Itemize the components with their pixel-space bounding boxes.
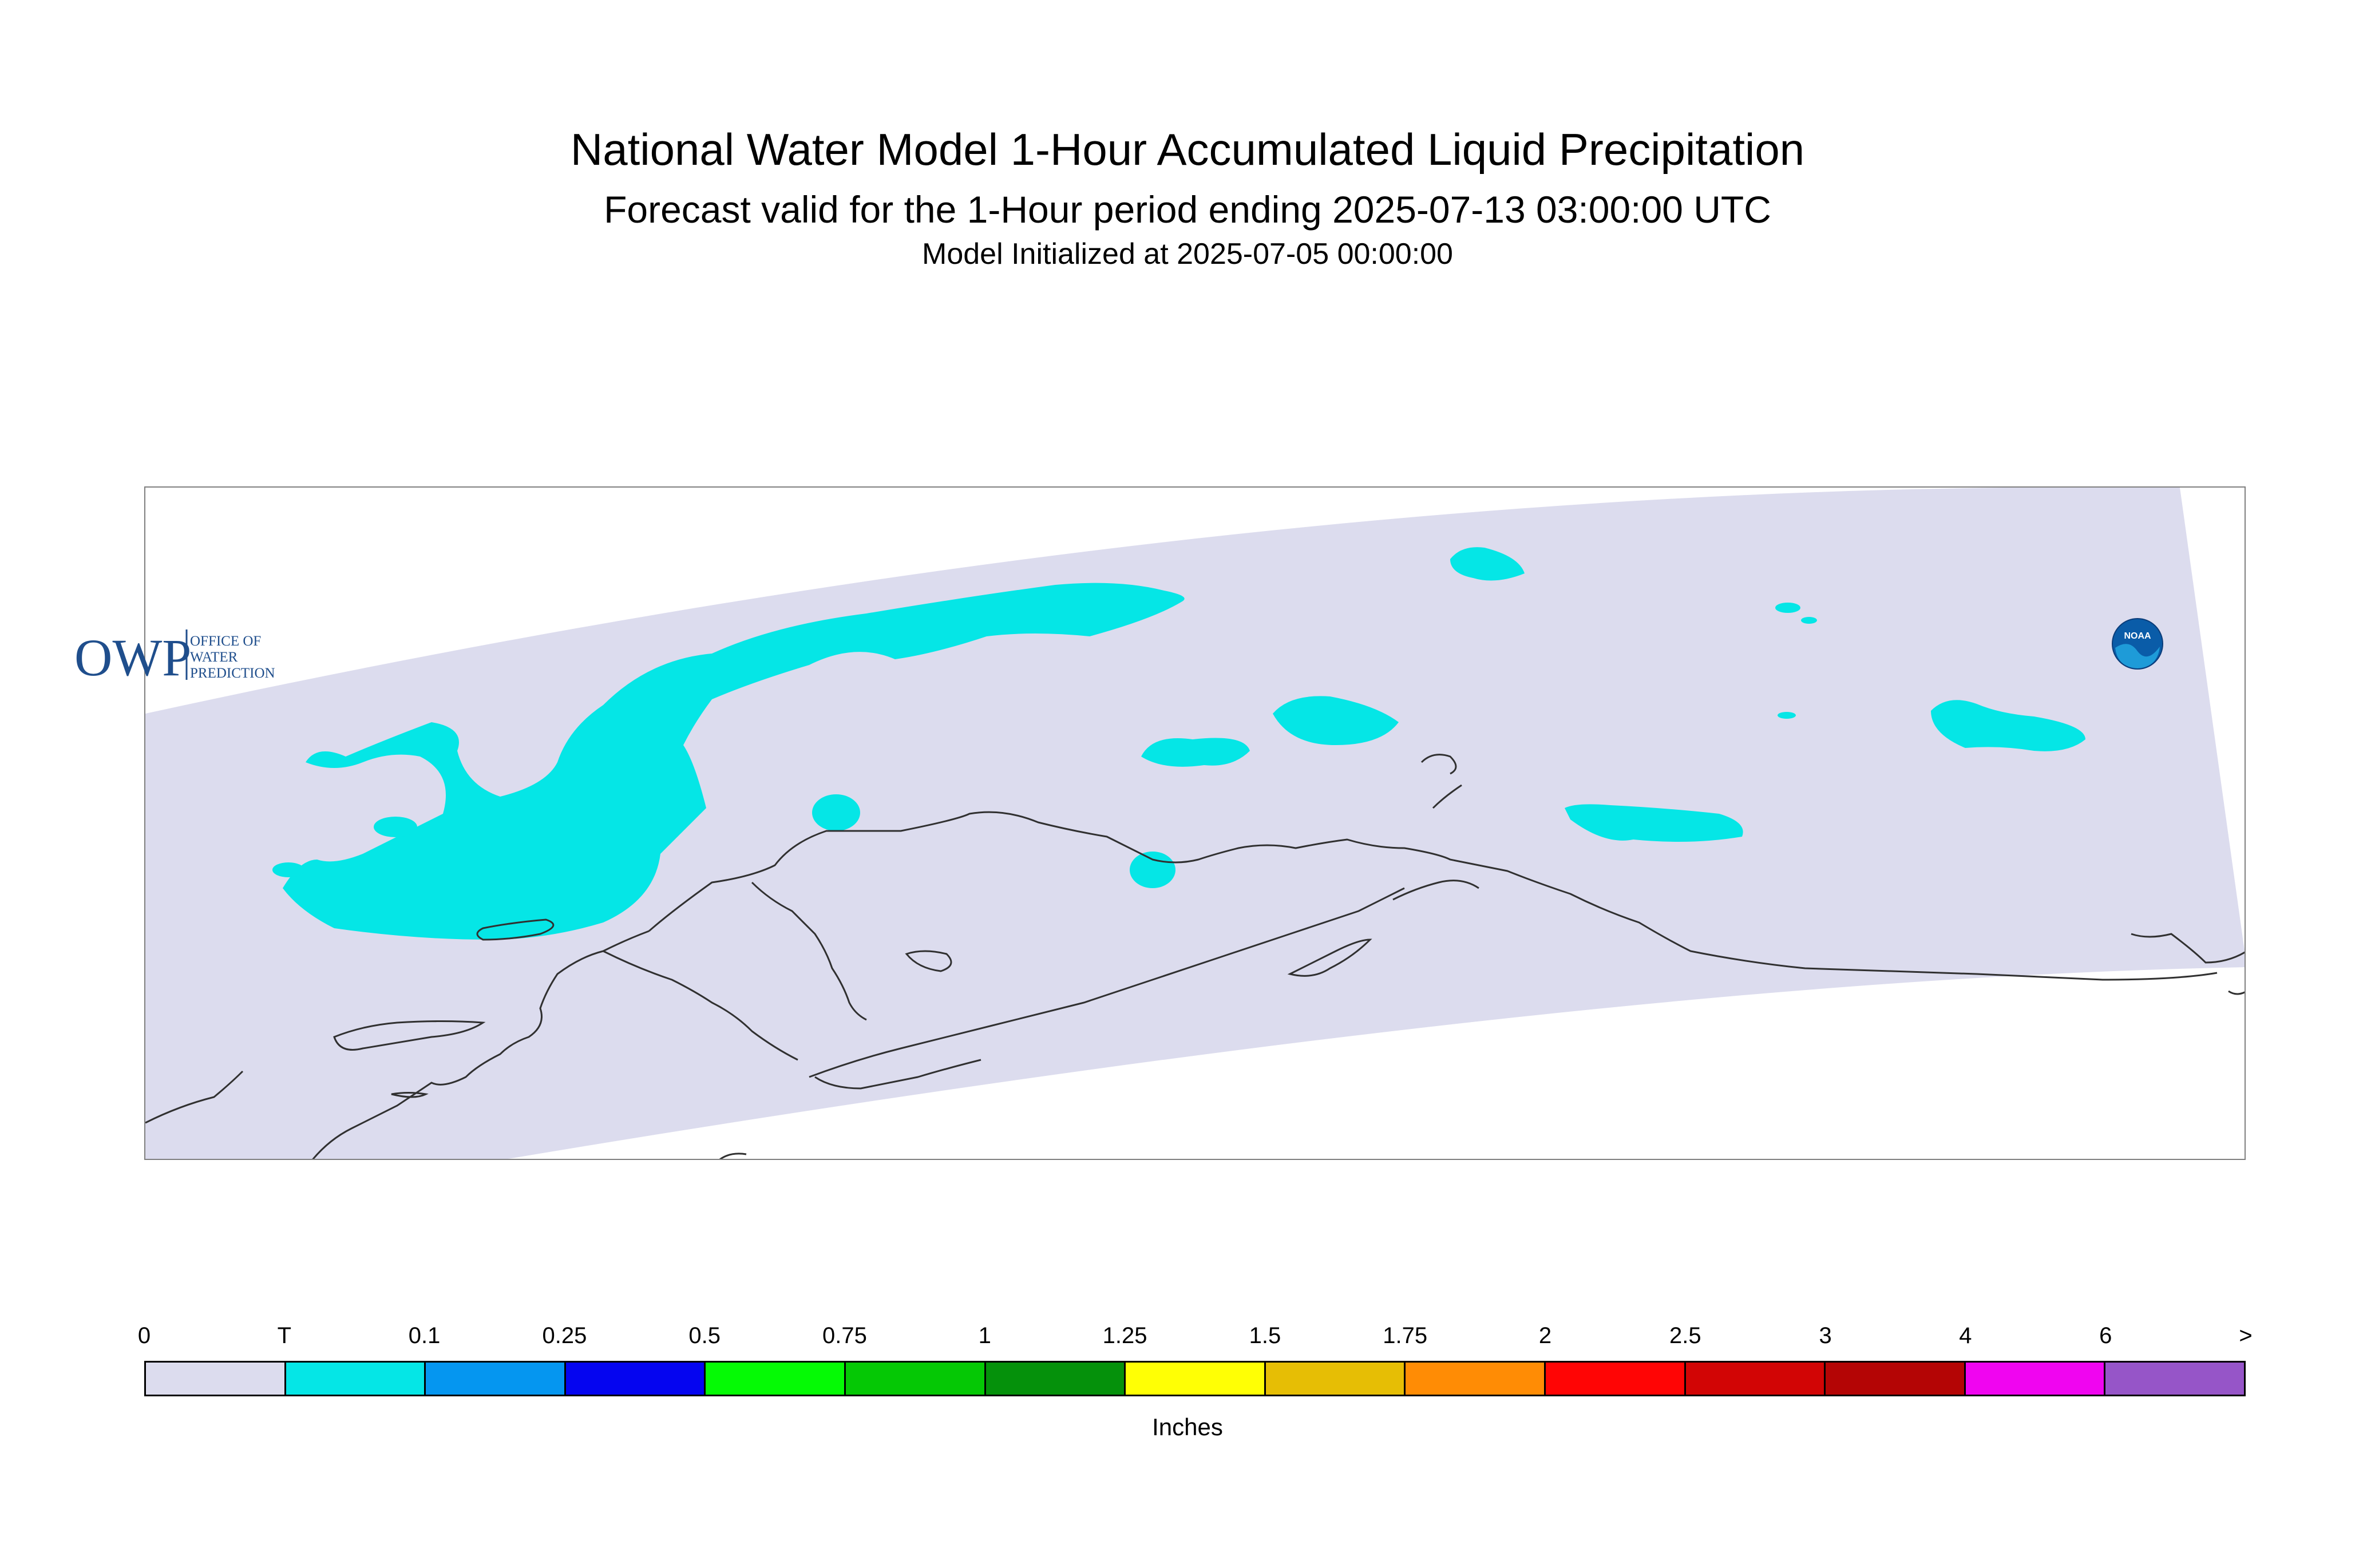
colorbar-tick-label: 2.5 [1669, 1323, 1701, 1348]
colorbar-tick-label: 1 [978, 1323, 991, 1348]
precip-area-dot-2 [1801, 617, 1817, 624]
model-init-time: Model Initialized at 2025-07-05 00:00:00 [922, 237, 1453, 271]
coastline-canada [2131, 933, 2245, 964]
precip-area-north [1450, 547, 1525, 581]
colorbar-segment-7 [1126, 1363, 1266, 1395]
colorbar-tick-label: 1.75 [1383, 1323, 1428, 1348]
coastline-alaska-mainland [648, 811, 2218, 981]
colorbar-segment-4 [706, 1363, 846, 1395]
colorbar-tick-label: 6 [2099, 1323, 2112, 1348]
coastline-bottom [719, 1153, 747, 1159]
colorbar-tick-label: 0 [137, 1323, 151, 1348]
colorbar-tick-label: 0.5 [688, 1323, 721, 1348]
coastline-north-slope [1420, 754, 1457, 775]
owp-logo-mark: OWP [74, 628, 191, 686]
noaa-logo-mark: NOAA [2124, 631, 2151, 641]
colorbar-tick-label: 0.1 [408, 1323, 441, 1348]
colorbar-tick-label: 0.75 [822, 1323, 867, 1348]
colorbar-tick-label: T [277, 1323, 292, 1348]
owp-logo-line2: WATER [190, 650, 238, 665]
colorbar-segment-11 [1685, 1363, 1826, 1395]
coastline-western-alaska [312, 930, 650, 1159]
colorbar-segment-9 [1406, 1363, 1546, 1395]
colorbar-tick-label: 2 [1538, 1323, 1552, 1348]
colorbar-segment-10 [1545, 1363, 1686, 1395]
owp-logo: OWP OFFICE OF WATER PREDICTION [74, 628, 275, 686]
precip-area-dot-1 [1775, 603, 1800, 613]
coastline-aleutian-a [814, 1059, 981, 1090]
colorbar-segment-6 [985, 1363, 1126, 1395]
coastline-island-2 [905, 950, 952, 972]
map-panel [144, 486, 2246, 1160]
colorbar-tick-labels: 0 T 0.1 0.25 0.5 0.75 1 1.25 1.5 1.75 2 2.5 3 4 6 > [138, 1323, 2253, 1352]
colorbar-segment-3 [565, 1363, 706, 1395]
map-canvas [145, 488, 2245, 1159]
colorbar-tick-label: 1.25 [1102, 1323, 1147, 1348]
coastline-alaska-peninsula [809, 887, 1405, 1078]
precip-area-small-3 [812, 794, 860, 831]
coastline-st-lawrence [476, 918, 555, 941]
colorbar-segment-1 [286, 1363, 426, 1395]
coastline-north-slope-2 [1432, 784, 1462, 809]
precip-areas [272, 547, 2085, 940]
owp-logo-line1: OFFICE OF [190, 633, 261, 649]
colorbar [144, 1361, 2246, 1396]
precip-area-central-1 [1141, 738, 1250, 767]
coastline-yukon-river [751, 881, 867, 1021]
coastline-sound [1392, 880, 1479, 901]
colorbar-tick-label: 0.25 [542, 1323, 587, 1348]
precip-area-small-1 [374, 817, 417, 837]
coastline-chukotka [145, 1070, 244, 1124]
colorbar-segment-13 [1965, 1363, 2106, 1395]
coastline-canada-2 [2228, 990, 2245, 995]
coastline-kuskokwim [603, 950, 798, 1061]
owp-logo-line3: PREDICTION [190, 666, 275, 681]
colorbar-segment-8 [1265, 1363, 1406, 1395]
colorbar-segment-0 [146, 1363, 286, 1395]
precip-area-west [283, 583, 1185, 940]
coastline-nunivak [333, 1020, 486, 1051]
model-domain [145, 488, 2245, 1159]
precip-area-east-1 [1565, 804, 1743, 842]
map-title: National Water Model 1-Hour Accumulated … [570, 124, 1805, 175]
coastlines [145, 754, 2245, 1159]
precip-area-small-2 [272, 862, 304, 877]
colorbar-segment-2 [426, 1363, 566, 1395]
map-subtitle: Forecast valid for the 1-Hour period end… [604, 188, 1771, 231]
colorbar-segment-5 [845, 1363, 986, 1395]
noaa-logo: NOAA [2112, 618, 2163, 670]
coastline-kodiak [1287, 939, 1372, 977]
colorbar-segment-14 [2105, 1363, 2244, 1395]
coastline-chukotka-2 [391, 1092, 429, 1098]
precip-area-east-2 [1931, 700, 2085, 751]
colorbar-tick-label: 3 [1819, 1323, 1832, 1348]
precip-area-small-4 [1130, 852, 1175, 888]
colorbar-tick-label: 1.5 [1249, 1323, 1281, 1348]
precip-area-dot-3 [1778, 712, 1796, 719]
colorbar-segment-12 [1826, 1363, 1966, 1395]
colorbar-units-label: Inches [1152, 1413, 1223, 1440]
precip-area-central-2 [1273, 696, 1399, 745]
colorbar-tick-label: 4 [1959, 1323, 1972, 1348]
colorbar-tick-label: > [2239, 1323, 2253, 1348]
